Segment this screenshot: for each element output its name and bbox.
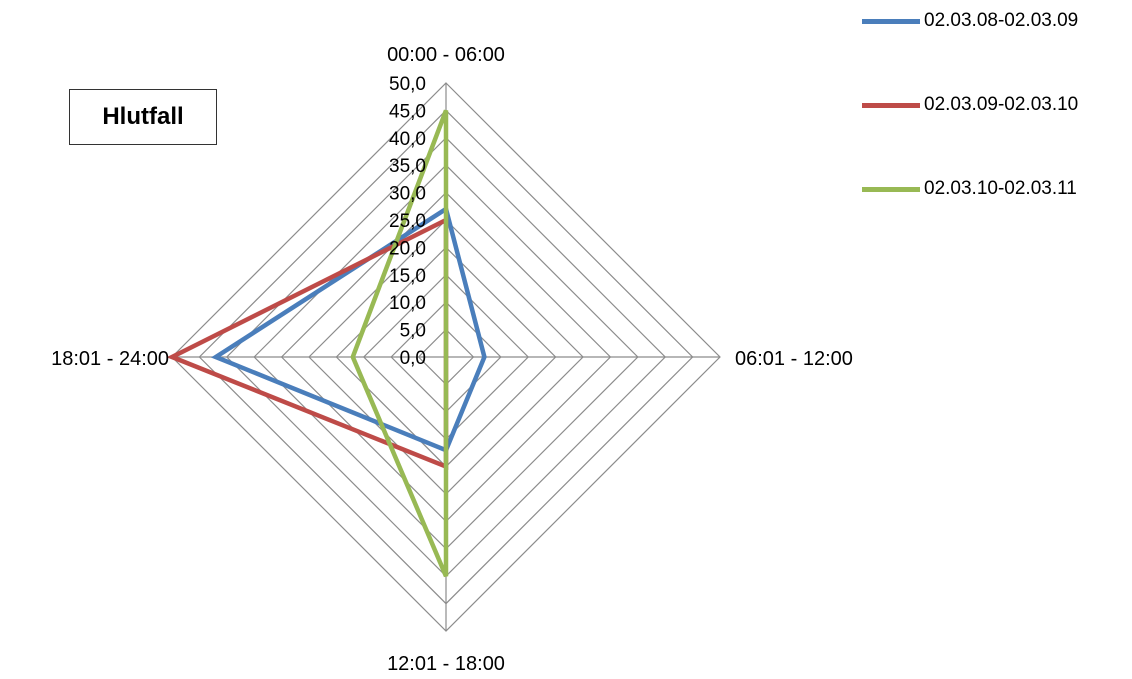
radial-tick-labels: 0,0 5,0 10,0 15,0 20,0 25,0 30,0 35,0 40,0 45,0 50… [389,74,426,369]
legend-label: 02.03.09-02.03.10 [924,94,1079,115]
radial-tick-label: 25,0 [389,211,426,232]
legend-swatch [862,186,920,192]
radial-tick-label: 0,0 [400,348,426,369]
radial-tick-label: 45,0 [389,101,426,122]
radial-tick-label: 35,0 [389,156,426,177]
radial-tick-label: 10,0 [389,293,426,314]
category-label: 12:01 - 18:00 [387,653,505,675]
radial-tick-label: 40,0 [389,129,426,150]
radial-tick-label: 5,0 [400,321,426,342]
radial-tick-label: 50,0 [389,74,426,95]
legend-swatch [862,18,920,24]
radar-series [166,109,487,578]
radial-tick-label: 30,0 [389,184,426,205]
legend-item: 02.03.08-02.03.09 [862,6,1078,36]
legend-label: 02.03.08-02.03.09 [924,10,1079,31]
legend-label: 02.03.10-02.03.11 [924,178,1077,199]
series-line-3 [350,109,449,578]
radial-tick-label: 15,0 [389,266,426,287]
legend-item: 02.03.09-02.03.10 [862,90,1078,120]
category-label: 00:00 - 06:00 [387,44,505,66]
category-label: 06:01 - 12:00 [735,348,853,370]
chart-title-box: Hlutfall [69,89,217,145]
legend-item: 02.03.10-02.03.11 [862,174,1077,204]
radial-tick-label: 20,0 [389,238,426,259]
category-label: 18:01 - 24:00 [51,348,169,370]
chart-title: Hlutfall [102,103,184,130]
legend-swatch [862,102,920,108]
category-labels: 00:00 - 06:00 06:01 - 12:00 12:01 - 18:00 1… [51,44,853,675]
